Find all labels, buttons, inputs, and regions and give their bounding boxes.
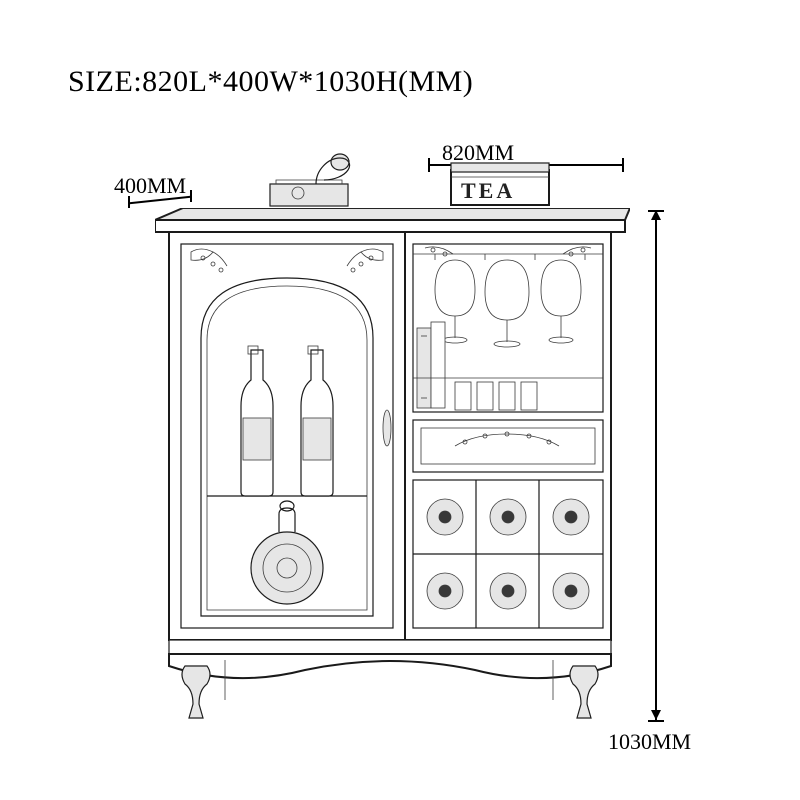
- books-icon: [417, 322, 445, 408]
- cabinet-leg-icon: [182, 666, 210, 718]
- size-title: SIZE:820L*400W*1030H(MM): [68, 65, 473, 99]
- tea-box-label: TEA: [461, 178, 515, 204]
- height-label: 1030MM: [608, 729, 691, 755]
- depth-tick-right: [190, 190, 192, 202]
- depth-label: 400MM: [114, 173, 186, 199]
- height-arrow-top: [651, 210, 661, 220]
- depth-tick-left: [128, 196, 130, 208]
- cabinet-leg-icon: [570, 666, 598, 718]
- phonograph-decor: [258, 140, 368, 210]
- cabinet-sketch: [155, 208, 630, 728]
- height-arrow-bottom: [651, 710, 661, 720]
- width-tick-right: [622, 158, 624, 172]
- height-tick-bottom: [648, 720, 664, 722]
- width-tick-left: [428, 158, 430, 172]
- height-dimension-line: [655, 210, 657, 720]
